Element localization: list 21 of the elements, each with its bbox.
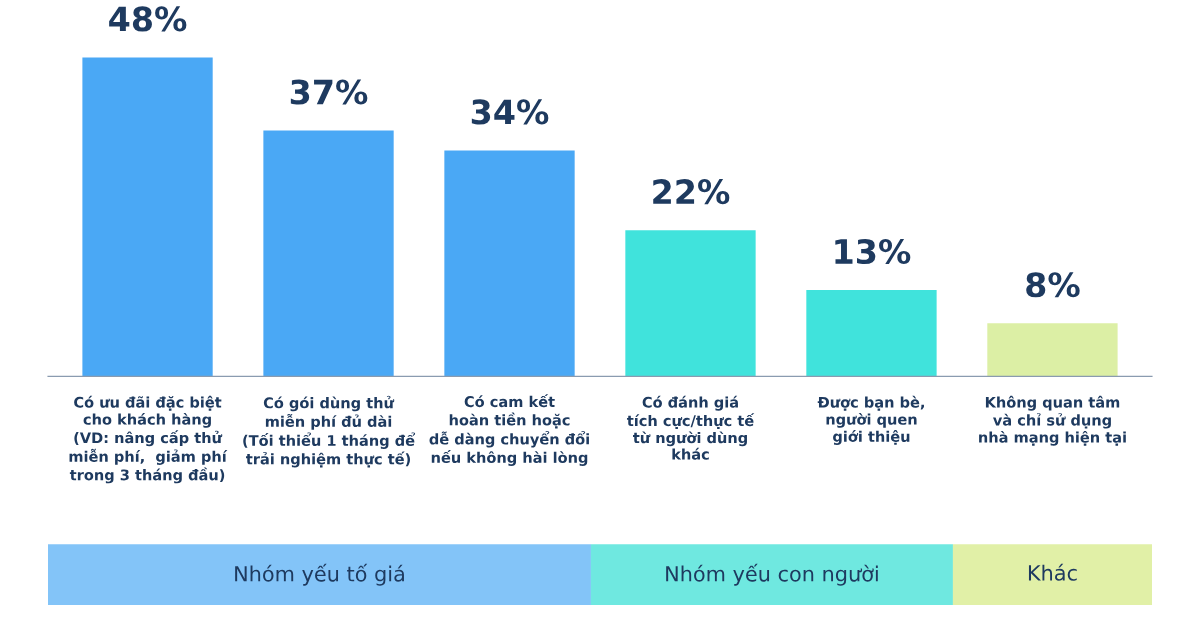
data-label: 8% [1026,272,1080,298]
x-tick-label: Có gói dùng thử miễn phí đủ dài (Tối thiểu 1 tháng để trải nghiệm thực tế) [243,395,416,468]
bar [806,290,937,377]
x-tick-label: Có ưu đãi đặc biệt cho khách hàng (VD: nâng cấp thử miễn phí, giảm phí trong 3 tháng đầu) [69,395,228,484]
data-label: 37% [290,79,368,105]
x-tick-label: Có cam kết hoàn tiền hoặc dễ dàng chuyển đổi nếu không hài lòng [429,394,589,466]
x-tick-label: Có đánh giá tích cực/thực tế từ người dùng khác [626,395,755,460]
text: Nhóm yếu con người [666,563,878,586]
text: Khác [1028,563,1077,581]
bar [82,57,213,377]
data-label: 34% [471,99,549,125]
bar [444,150,575,377]
text: Nhóm yếu tố giá [235,563,404,586]
bar [625,230,756,377]
x-tick-label: Không quan tâm và chỉ sử dụng nhà mạng hiện tại [979,395,1126,446]
data-label: 48% [109,6,187,32]
x-tick-label: Được bạn bè, người quen giới thiệu [817,395,924,445]
data-label: 13% [835,238,911,265]
bar [263,130,394,377]
bar [987,323,1118,377]
data-label: 22% [653,179,730,205]
